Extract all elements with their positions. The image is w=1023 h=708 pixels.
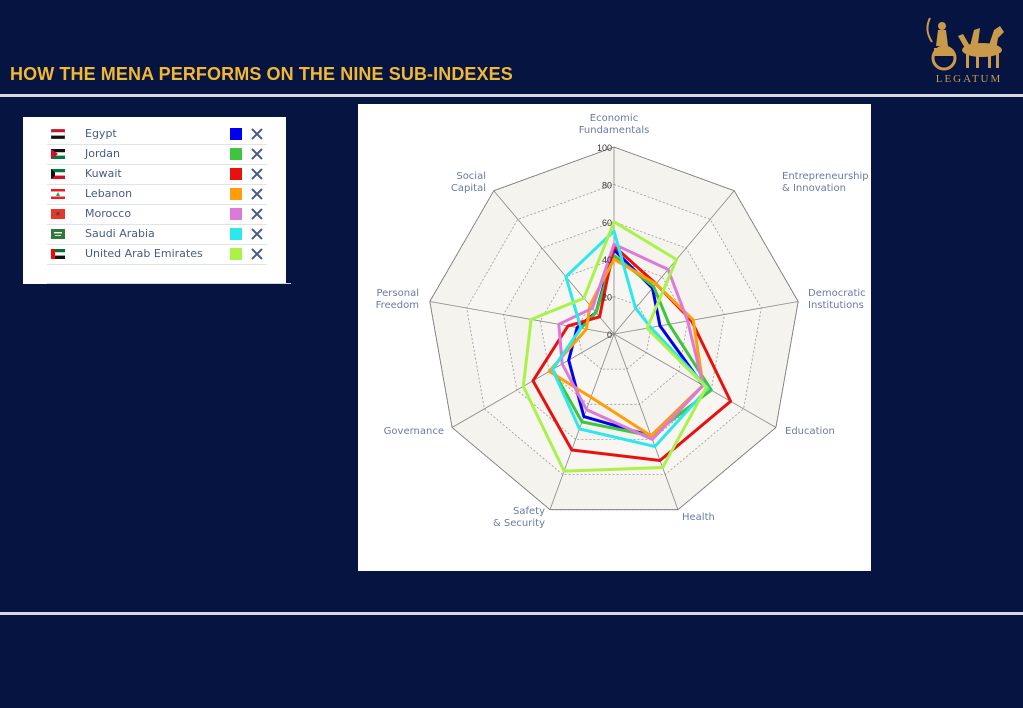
series-line [557, 242, 705, 441]
legend-item-uae[interactable]: United Arab Emirates [47, 245, 267, 265]
axis-spoke [613, 301, 799, 335]
close-icon[interactable] [249, 146, 265, 162]
header-divider [0, 94, 1023, 97]
close-icon[interactable] [249, 186, 265, 202]
axis-label: Personal Freedom [376, 288, 419, 311]
egypt-flag-icon [51, 129, 65, 139]
tick-label: 100 [597, 143, 612, 153]
legend-item-kuwait[interactable]: Kuwait [47, 165, 267, 185]
legend-item-label: Lebanon [85, 187, 133, 200]
color-swatch[interactable] [230, 248, 242, 260]
color-swatch[interactable] [230, 228, 242, 240]
lebanon-flag-icon [51, 189, 65, 199]
tick-label: 80 [602, 180, 612, 190]
axis-label: Governance [384, 426, 444, 437]
radar-chart: 0 20 40 60 80 100 Economic Fundamentals Entrepre… [376, 113, 869, 529]
chariot-icon [926, 17, 1004, 71]
page-title: HOW THE MENA PERFORMS ON THE NINE SUB-IN… [10, 64, 513, 84]
radar-chart-panel: 0 20 40 60 80 100 Economic Fundamentals Entrepre… [358, 104, 871, 571]
tick-label: 20 [602, 293, 612, 303]
color-swatch[interactable] [230, 188, 242, 200]
axis-label: Health [682, 512, 715, 523]
series-line [547, 257, 705, 438]
color-swatch[interactable] [230, 208, 242, 220]
tick-label: 0 [607, 330, 612, 340]
jordan-flag-icon [51, 149, 65, 159]
legend-item-label: Kuwait [85, 167, 122, 180]
close-icon[interactable] [249, 126, 265, 142]
color-swatch[interactable] [230, 128, 242, 140]
color-swatch[interactable] [230, 148, 242, 160]
legend-item-label: Jordan [85, 147, 120, 160]
axis-label: Democratic Institutions [808, 288, 866, 311]
kuwait-flag-icon [51, 169, 65, 179]
axis-spoke [429, 301, 615, 335]
axis-label: Social Capital [451, 171, 486, 194]
tick-label: 60 [602, 218, 612, 228]
axis-spoke [613, 333, 679, 510]
axis-label: Economic Fundamentals [579, 113, 650, 136]
footer-divider [0, 612, 1023, 615]
close-icon[interactable] [249, 246, 265, 262]
logo-wordmark: LEGATUM [935, 73, 1003, 85]
legend-divider [47, 283, 291, 284]
country-legend: Egypt Jordan Kuwait Lebanon [23, 117, 291, 284]
close-icon[interactable] [249, 206, 265, 222]
axis-label: Safety & Security [493, 506, 545, 529]
legend-item-morocco[interactable]: Morocco [47, 205, 267, 225]
axis-spoke [613, 333, 777, 428]
axis-label: Entrepreneurship & Innovation [782, 171, 869, 194]
morocco-flag-icon [51, 209, 65, 219]
axis-label: Education [785, 426, 835, 437]
legend-item-saudi-arabia[interactable]: Saudi Arabia [47, 225, 267, 245]
uae-flag-icon [51, 249, 65, 259]
close-icon[interactable] [249, 226, 265, 242]
legend-item-lebanon[interactable]: Lebanon [47, 185, 267, 205]
axis-spoke [493, 190, 615, 335]
legend-item-label: Saudi Arabia [85, 227, 155, 240]
legend-item-label: Morocco [85, 207, 132, 220]
color-swatch[interactable] [230, 168, 242, 180]
series-line [521, 220, 708, 473]
tick-label: 40 [602, 255, 612, 265]
grid-outer [429, 146, 799, 511]
legend-item-label: United Arab Emirates [85, 247, 203, 260]
saudi-arabia-flag-icon [51, 229, 65, 239]
legend-item-label: Egypt [85, 127, 117, 140]
legend-item-egypt[interactable]: Egypt [47, 125, 267, 145]
close-icon[interactable] [249, 166, 265, 182]
legend-item-jordan[interactable]: Jordan [47, 145, 267, 165]
